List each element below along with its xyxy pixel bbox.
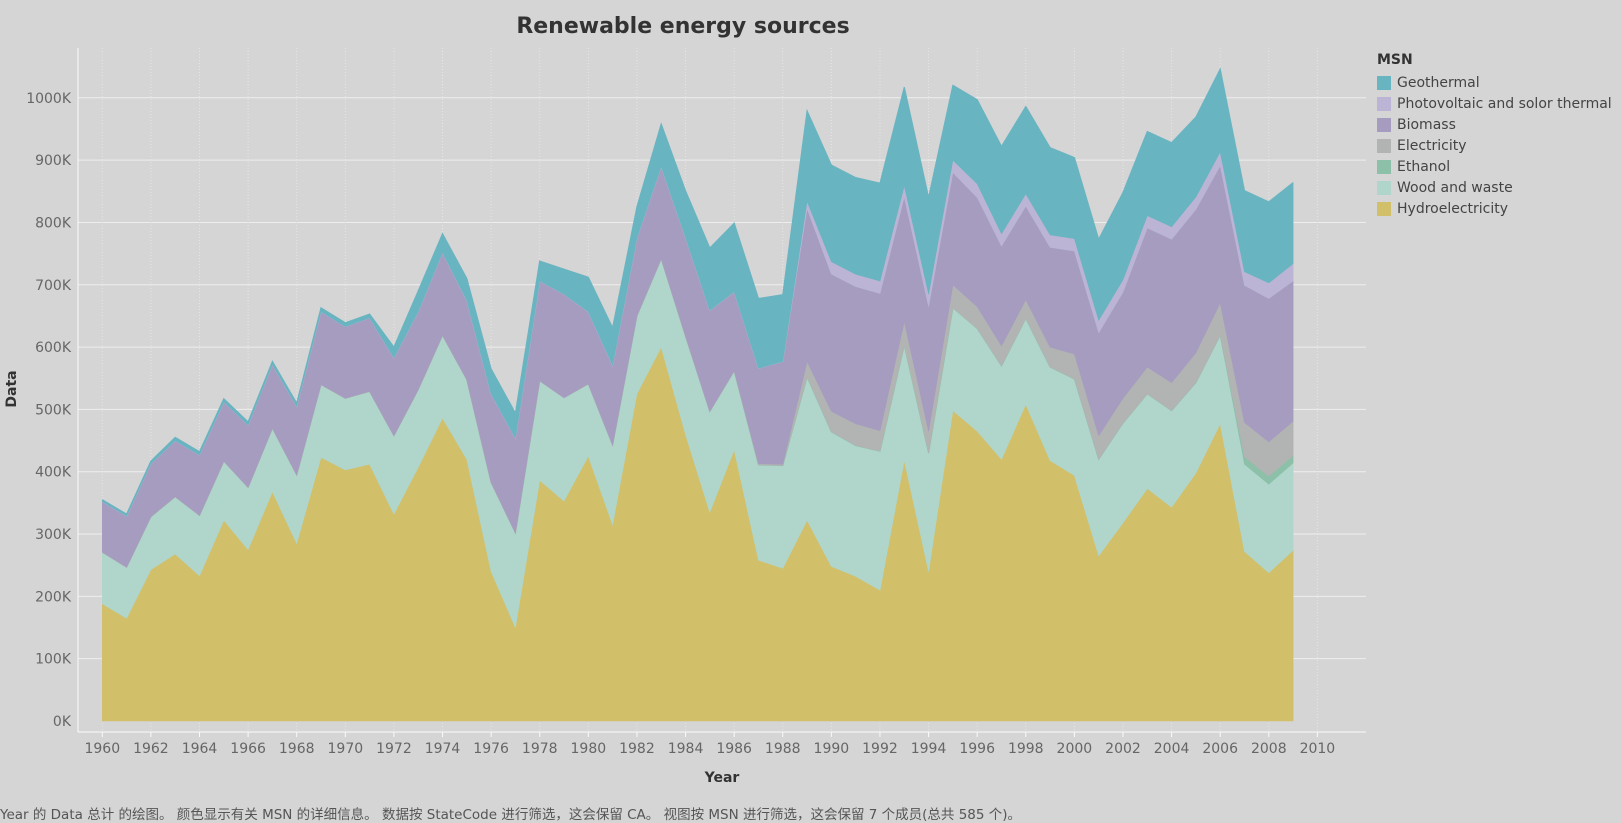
legend-swatch [1377,75,1391,90]
x-tick-label: 1980 [571,741,607,757]
x-tick-label: 1964 [182,741,218,757]
y-tick-label: 700K [35,278,72,294]
x-tick-label: 1992 [862,741,898,757]
y-tick-label: 100K [35,652,72,668]
legend-item[interactable]: Biomass [1377,114,1612,135]
chart-caption: Year 的 Data 总计 的绘图。 颜色显示有关 MSN 的详细信息。 数据… [0,807,1022,823]
y-tick-label: 300K [35,527,72,543]
x-axis-title: Year [704,770,740,786]
legend-swatch [1377,117,1391,132]
x-tick-label: 1974 [425,741,461,757]
y-tick-label: 0K [53,714,72,730]
y-tick-label: 800K [35,215,72,231]
y-tick-label: 900K [35,153,72,169]
legend-item[interactable]: Hydroelectricity [1377,198,1612,219]
y-tick-label: 1000K [26,91,72,107]
chart-title: Renewable energy sources [516,14,849,39]
y-tick-label: 500K [35,402,72,418]
legend-items: Geothermal Photovoltaic and solor thermal… [1377,72,1612,219]
legend-label: Electricity [1397,137,1467,154]
x-tick-label: 1972 [376,741,412,757]
x-tick-label: 2004 [1154,741,1190,757]
x-tick-label: 1970 [328,741,364,757]
x-tick-label: 1998 [1008,741,1044,757]
legend-swatch [1377,159,1391,174]
legend: MSN Geothermal Photovoltaic and solor the… [1377,52,1612,219]
y-axis-title: Data [4,370,20,407]
legend-title: MSN [1377,52,1413,68]
legend-label: Wood and waste [1397,179,1513,196]
x-tick-label: 1994 [911,741,947,757]
x-tick-label: 1984 [668,741,704,757]
x-tick-label: 1976 [473,741,509,757]
legend-swatch [1377,201,1391,216]
x-tick-label: 1962 [133,741,169,757]
legend-swatch [1377,138,1391,153]
legend-item[interactable]: Photovoltaic and solor thermal [1377,93,1612,114]
x-tick-label: 1986 [716,741,752,757]
x-tick-label: 1988 [765,741,801,757]
x-tick-label: 1990 [814,741,850,757]
area-series [101,67,1294,722]
legend-label: Hydroelectricity [1397,200,1509,217]
legend-swatch [1377,96,1391,111]
x-tick-label: 2010 [1300,741,1336,757]
legend-item[interactable]: Geothermal [1377,72,1612,93]
legend-label: Geothermal [1397,74,1480,91]
x-tick-label: 2000 [1057,741,1093,757]
legend-item[interactable]: Electricity [1377,135,1612,156]
x-tick-label: 1982 [619,741,655,757]
y-tick-label: 400K [35,465,72,481]
legend-swatch [1377,180,1391,195]
y-tick-label: 200K [35,589,72,605]
legend-label: Biomass [1397,116,1456,133]
x-tick-label: 1966 [230,741,266,757]
legend-label: Ethanol [1397,158,1451,175]
x-tick-label: 2008 [1251,741,1287,757]
x-tick-label: 1996 [959,741,995,757]
legend-item[interactable]: Ethanol [1377,156,1612,177]
y-tick-label: 600K [35,340,72,356]
x-tick-label: 1968 [279,741,315,757]
legend-item[interactable]: Wood and waste [1377,177,1612,198]
x-tick-label: 1960 [84,741,120,757]
x-tick-label: 1978 [522,741,558,757]
x-tick-label: 2002 [1105,741,1141,757]
x-tick-label: 2006 [1202,741,1238,757]
legend-label: Photovoltaic and solor thermal [1397,95,1612,112]
axes: 0K 100K 200K 300K 400K 500K 600K 700K 800K 900K 10… [26,48,1366,757]
area-edge [101,67,1294,515]
